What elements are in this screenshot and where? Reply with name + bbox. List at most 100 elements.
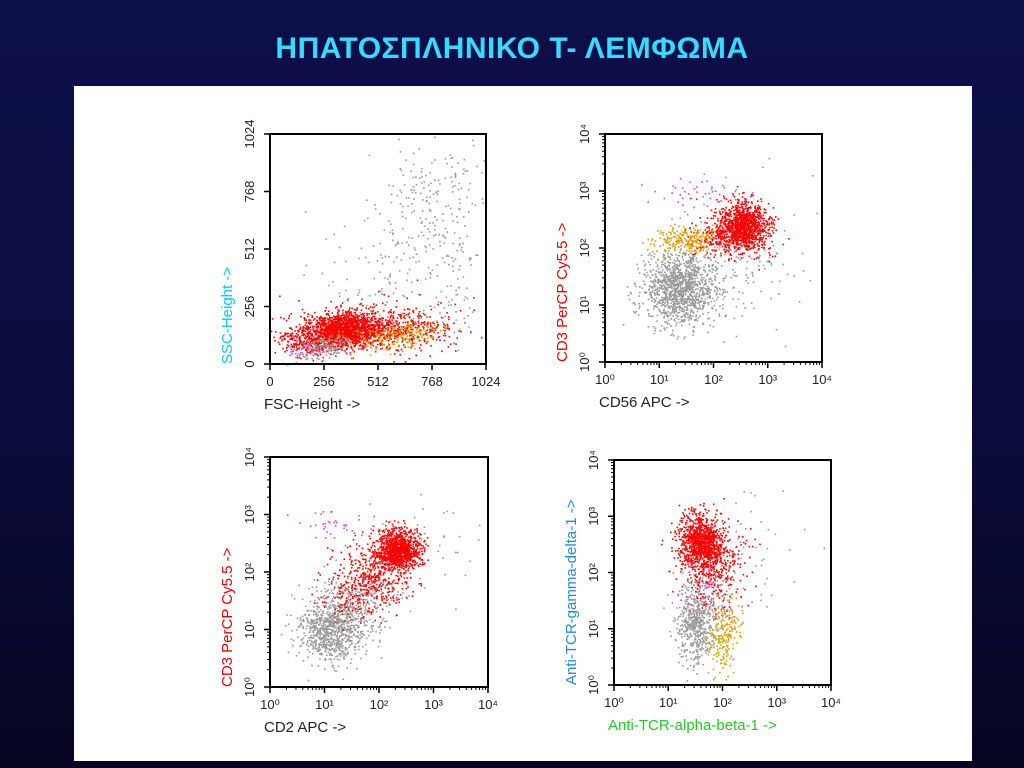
data-point xyxy=(436,321,439,324)
data-point xyxy=(701,292,704,294)
data-point xyxy=(293,343,295,345)
data-point xyxy=(727,214,730,217)
data-point xyxy=(715,269,717,272)
data-point xyxy=(715,293,718,295)
data-point xyxy=(345,332,347,334)
data-point xyxy=(671,312,673,314)
data-point xyxy=(684,316,686,318)
data-point xyxy=(691,282,693,284)
data-point xyxy=(715,249,718,252)
data-point xyxy=(342,333,345,335)
data-point xyxy=(676,264,679,267)
data-point xyxy=(296,354,299,357)
data-point xyxy=(410,325,413,328)
data-point xyxy=(768,256,771,259)
data-point xyxy=(429,276,432,279)
data-point xyxy=(323,351,325,354)
data-point xyxy=(401,341,403,343)
data-point xyxy=(372,345,375,347)
data-point xyxy=(481,171,483,174)
data-point xyxy=(325,344,327,346)
data-point xyxy=(401,312,404,315)
data-point xyxy=(652,268,654,271)
data-point xyxy=(455,289,457,292)
data-point xyxy=(342,332,344,334)
data-point xyxy=(671,308,674,311)
data-point xyxy=(319,353,322,356)
data-point xyxy=(312,351,315,353)
data-point xyxy=(404,317,406,320)
data-point xyxy=(322,359,325,362)
data-point xyxy=(306,344,309,346)
data-point xyxy=(682,281,684,283)
data-point xyxy=(440,316,443,319)
data-point xyxy=(435,326,438,329)
data-point xyxy=(678,302,681,305)
data-point xyxy=(367,332,370,335)
data-point xyxy=(642,242,644,244)
data-point xyxy=(388,220,390,222)
data-point xyxy=(409,339,411,341)
data-point xyxy=(753,242,755,244)
data-point xyxy=(346,327,348,330)
data-point xyxy=(664,282,667,284)
data-point xyxy=(362,345,364,348)
data-point xyxy=(695,267,698,269)
data-point xyxy=(688,315,691,318)
data-point xyxy=(665,273,668,275)
data-point xyxy=(702,286,705,289)
data-point xyxy=(380,335,382,338)
data-point xyxy=(691,288,694,290)
data-point xyxy=(286,346,288,349)
data-point xyxy=(350,311,352,313)
data-point xyxy=(331,335,334,337)
data-point xyxy=(448,318,450,321)
data-point xyxy=(714,278,716,281)
data-point xyxy=(654,273,657,275)
data-point xyxy=(771,230,774,232)
data-point xyxy=(436,264,438,266)
data-point xyxy=(681,310,684,312)
data-point xyxy=(689,315,692,317)
data-point xyxy=(701,273,704,276)
data-point xyxy=(358,334,360,337)
data-point xyxy=(343,316,346,318)
data-point xyxy=(744,198,746,200)
data-point xyxy=(428,331,431,333)
data-point xyxy=(759,260,761,263)
data-point xyxy=(664,277,666,279)
data-point xyxy=(330,317,333,319)
data-point xyxy=(337,348,340,350)
data-point xyxy=(458,330,460,332)
data-point xyxy=(360,321,363,324)
data-point xyxy=(663,309,665,312)
data-point xyxy=(380,254,382,256)
data-point xyxy=(376,346,378,349)
data-point xyxy=(704,280,706,282)
data-point xyxy=(694,319,696,322)
data-point xyxy=(443,307,446,309)
data-point xyxy=(386,347,388,349)
data-point xyxy=(683,299,685,302)
data-point xyxy=(354,342,356,344)
data-point xyxy=(453,232,456,234)
data-point xyxy=(341,328,343,330)
data-point xyxy=(341,320,344,322)
data-point xyxy=(689,299,691,302)
data-point xyxy=(713,300,716,302)
data-point xyxy=(400,314,403,317)
data-point xyxy=(693,311,695,314)
data-point xyxy=(295,356,297,359)
data-point xyxy=(680,294,683,297)
data-point xyxy=(321,332,324,334)
data-point xyxy=(651,289,654,292)
data-point xyxy=(419,177,421,179)
data-point xyxy=(668,285,671,288)
data-point xyxy=(689,305,692,307)
data-point xyxy=(816,212,818,215)
data-point xyxy=(385,335,388,337)
data-point xyxy=(669,275,672,277)
data-point xyxy=(318,342,321,345)
data-point xyxy=(424,245,426,247)
data-point xyxy=(696,283,699,285)
